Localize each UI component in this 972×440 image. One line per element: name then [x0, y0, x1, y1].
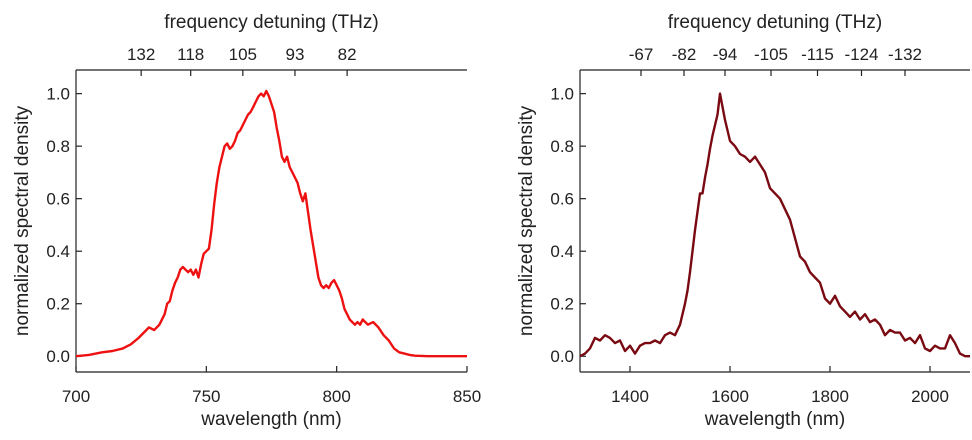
- top-axis-title: frequency detuning (THz): [164, 12, 378, 33]
- y-axis-title: normalized spectral density: [12, 105, 33, 336]
- x-axis-title: wavelength (nm): [200, 409, 341, 430]
- x-tick-label: 700: [62, 387, 90, 406]
- y-tick-label: 0.8: [46, 137, 70, 156]
- y-tick-label: 1.0: [550, 85, 574, 104]
- y-tick-label: 0.4: [46, 242, 70, 261]
- spectrum-series-line: [580, 92, 970, 358]
- top-tick-label: 132: [127, 45, 155, 64]
- top-tick-label: -67: [629, 45, 654, 64]
- x-tick-label: 2000: [911, 387, 949, 406]
- y-tick-label: 0.2: [550, 295, 574, 314]
- top-tick-label: 93: [285, 45, 304, 64]
- x-tick-label: 850: [453, 387, 481, 406]
- y-tick-label: 0.0: [550, 347, 574, 366]
- top-tick-label: 82: [338, 45, 357, 64]
- y-tick-label: 0.8: [550, 137, 574, 156]
- top-tick-label: -105: [754, 45, 788, 64]
- spectrum-series-line: [76, 89, 467, 358]
- top-tick-label: 118: [177, 45, 204, 64]
- x-tick-label: 1400: [611, 387, 649, 406]
- y-tick-label: 0.6: [550, 190, 574, 209]
- chart-left: 700 750 800 850 0.0 0.2 0.4 0.6 0.8 1.0 132 118 105 9…: [12, 12, 481, 430]
- top-tick-label: -94: [713, 45, 738, 64]
- y-tick-label: 1.0: [46, 85, 70, 104]
- y-tick-label: 0.4: [550, 242, 574, 261]
- y-tick-label: 0.0: [46, 347, 70, 366]
- x-tick-label: 800: [322, 387, 350, 406]
- x-tick-label: 1800: [811, 387, 849, 406]
- top-tick-label: -124: [844, 45, 878, 64]
- y-axis-title: normalized spectral density: [516, 105, 537, 336]
- x-tick-label: 750: [192, 387, 220, 406]
- x-tick-label: 1600: [711, 387, 749, 406]
- chart-right: 1400 1600 1800 2000 0.0 0.2 0.4 0.6 0.8 1.0 -67 -82…: [516, 12, 970, 430]
- top-tick-label: -132: [888, 45, 922, 64]
- top-tick-label: 105: [229, 45, 257, 64]
- top-tick-label: -82: [672, 45, 697, 64]
- top-axis-title: frequency detuning (THz): [668, 12, 882, 33]
- top-tick-label: -115: [801, 45, 834, 64]
- y-tick-label: 0.2: [46, 295, 70, 314]
- y-tick-label: 0.6: [46, 190, 70, 209]
- x-axis-title: wavelength (nm): [704, 409, 845, 430]
